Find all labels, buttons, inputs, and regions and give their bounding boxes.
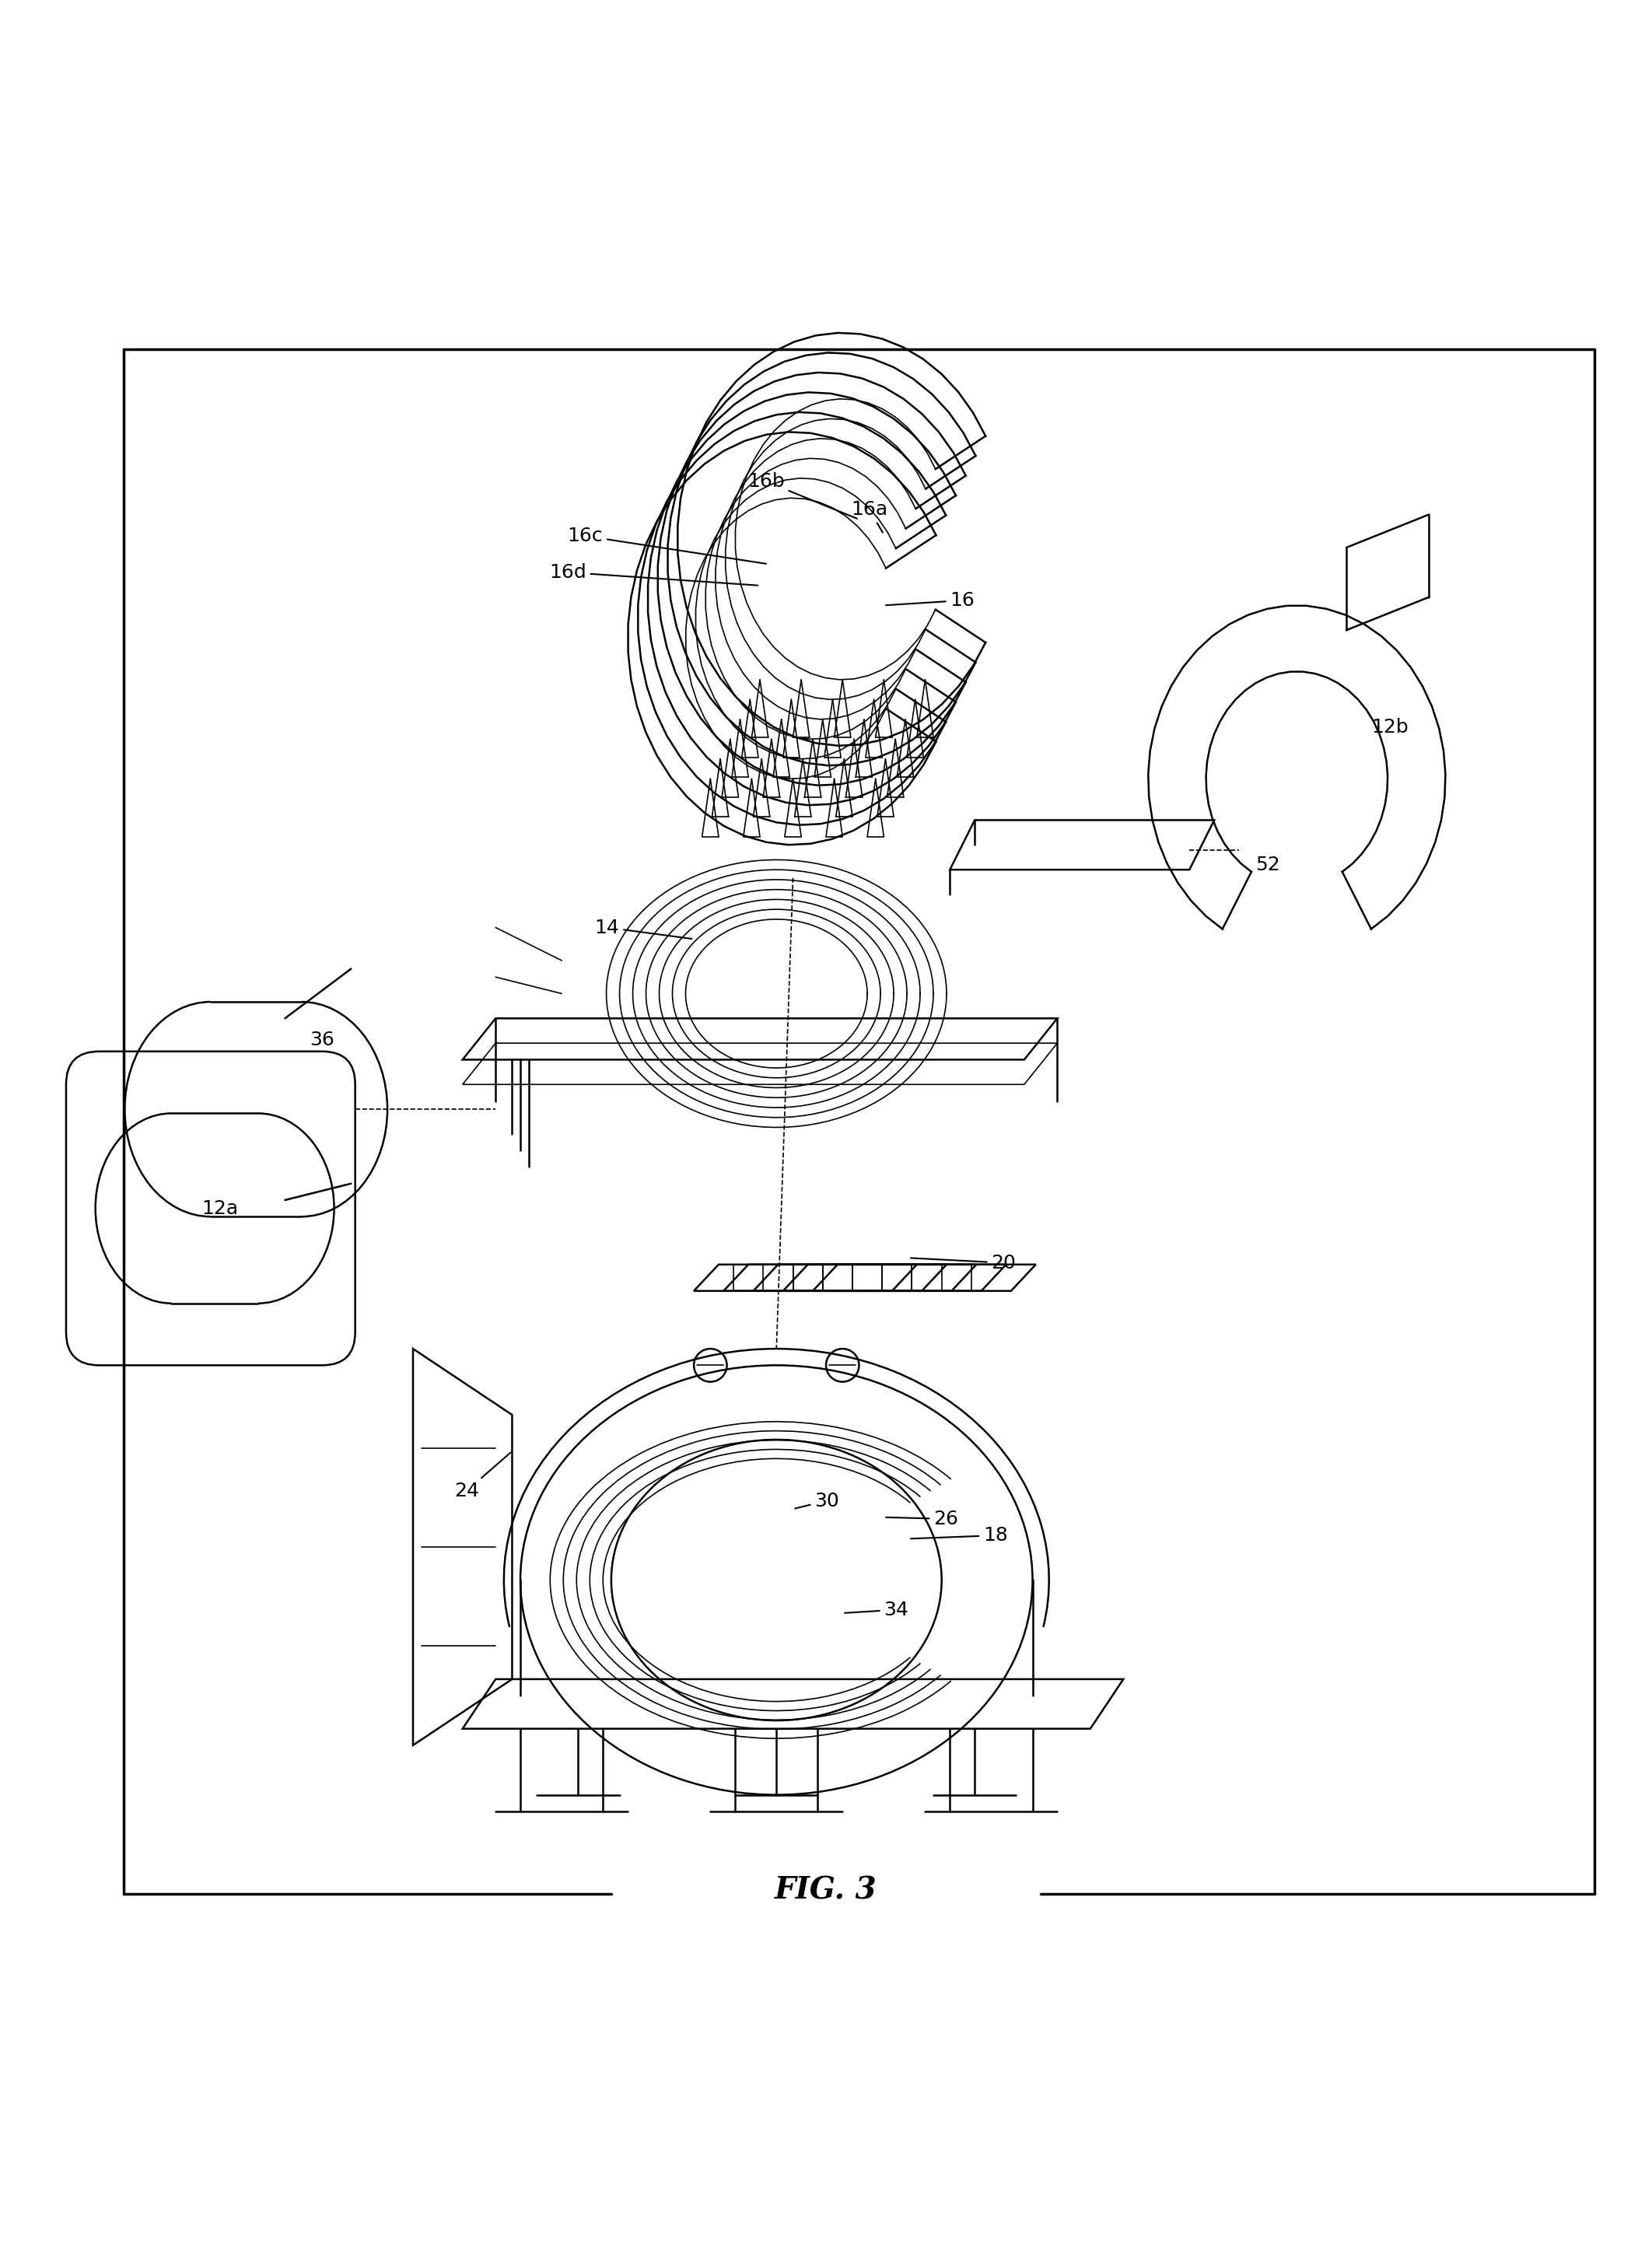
Text: 16c: 16c [568, 526, 767, 565]
Text: 26: 26 [885, 1510, 958, 1529]
Text: 20: 20 [910, 1254, 1016, 1272]
Text: 12a: 12a [202, 1200, 238, 1218]
Text: 16b: 16b [748, 472, 857, 519]
Text: 30: 30 [795, 1492, 839, 1510]
Text: FIG. 3: FIG. 3 [775, 1876, 877, 1905]
Text: 16a: 16a [851, 501, 887, 533]
Text: 12b: 12b [1371, 719, 1408, 737]
Text: 16d: 16d [550, 562, 758, 585]
Text: 34: 34 [844, 1601, 909, 1619]
Text: 36: 36 [309, 1030, 335, 1050]
Text: 14: 14 [595, 919, 692, 939]
Text: 18: 18 [910, 1526, 1008, 1545]
Text: 16: 16 [885, 592, 975, 610]
Text: 52: 52 [1256, 855, 1280, 873]
Text: 24: 24 [454, 1452, 510, 1499]
